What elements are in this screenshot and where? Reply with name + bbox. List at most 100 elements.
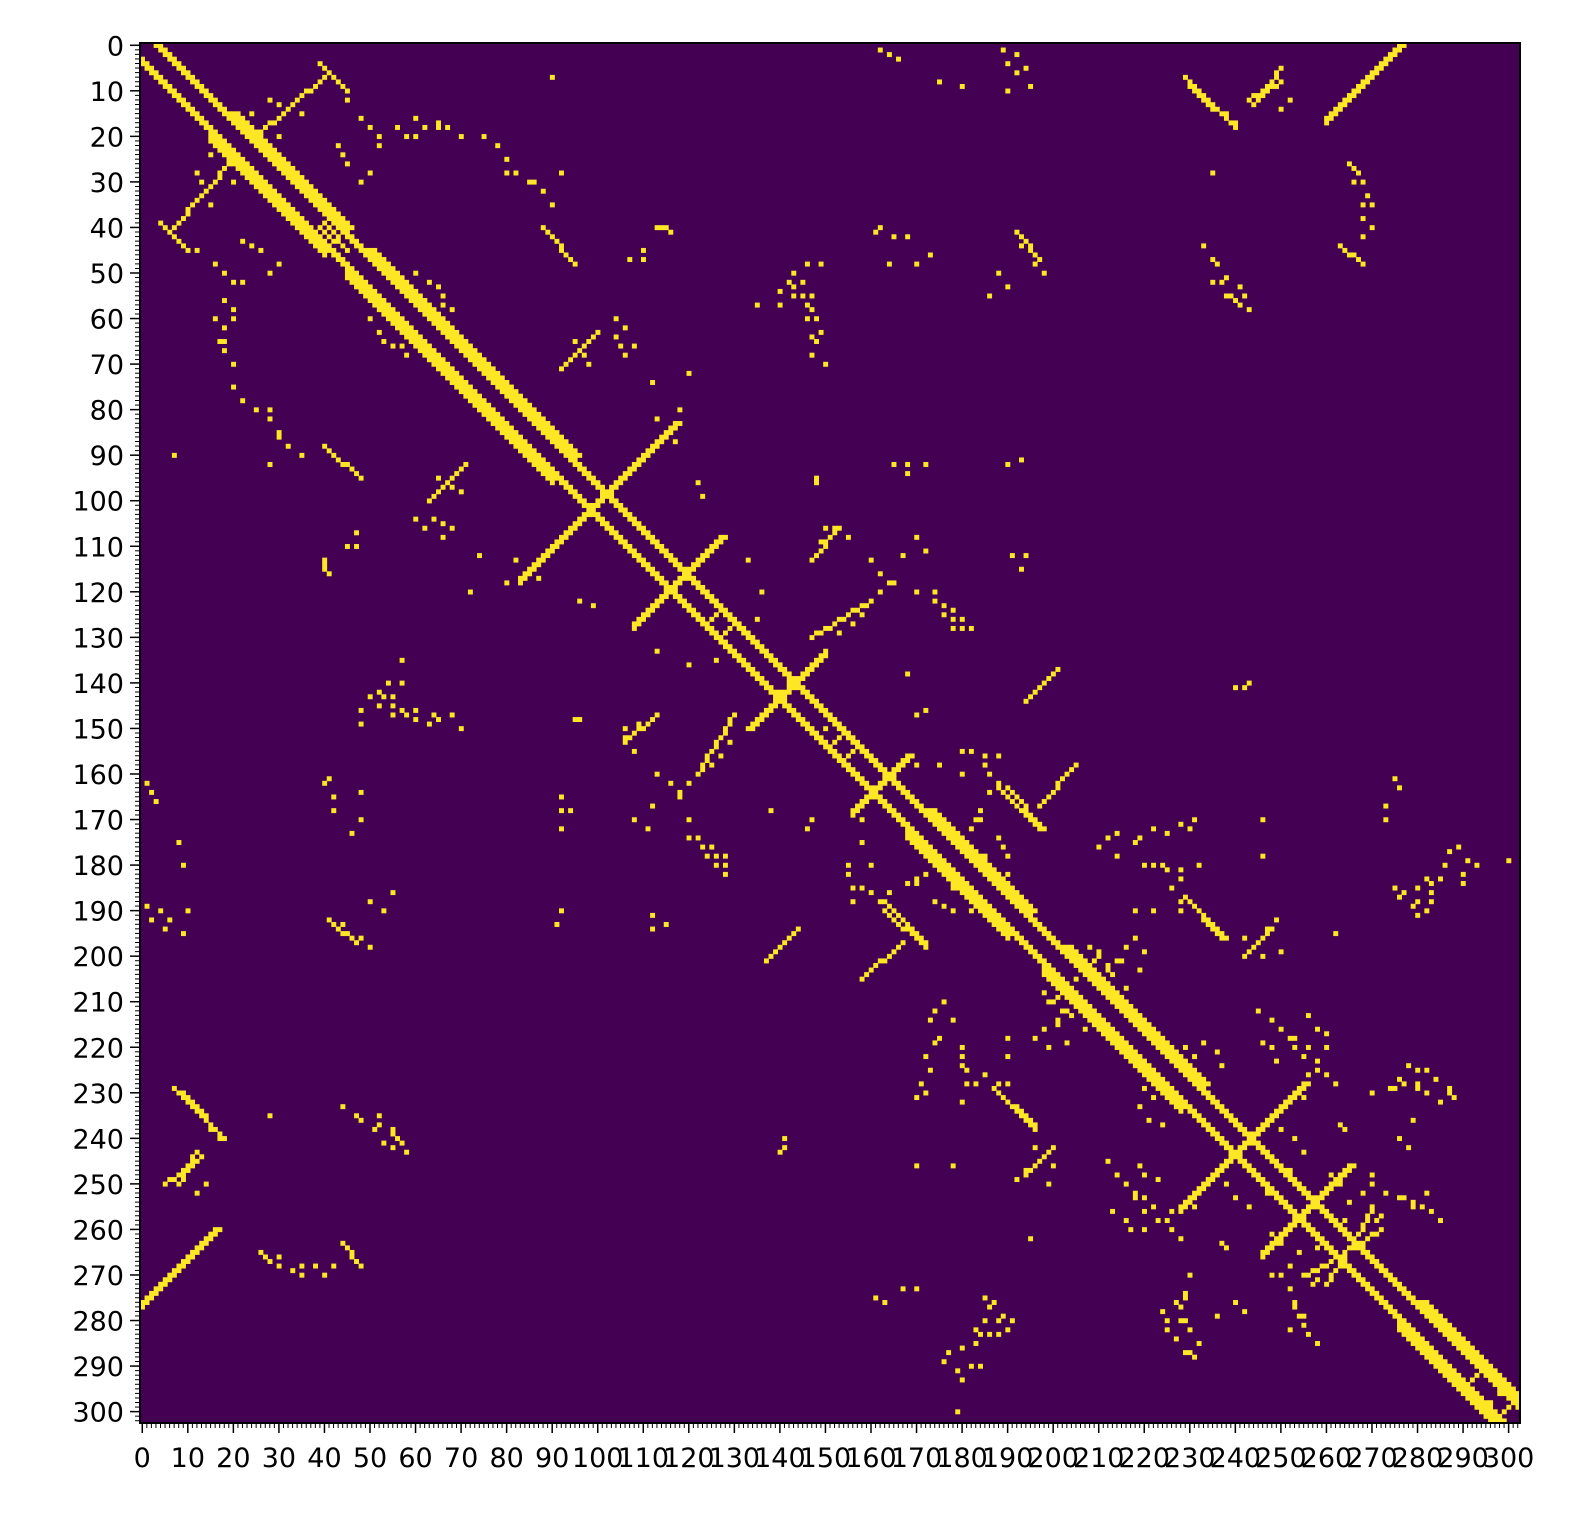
contact-cell (417, 302, 423, 308)
contact-cell (194, 170, 200, 176)
contact-cell (1283, 1231, 1289, 1237)
contact-cell (932, 862, 938, 868)
contact-cell (1424, 1090, 1430, 1096)
contact-cell (190, 79, 196, 85)
contact-cell (495, 425, 501, 431)
contact-cell (741, 630, 747, 636)
contact-cell (1028, 1167, 1034, 1173)
contact-cell (472, 389, 478, 395)
contact-cell (745, 666, 751, 672)
contact-cell (308, 238, 314, 244)
contact-cell (1278, 1126, 1284, 1132)
contact-cell (231, 147, 237, 153)
contact-cell (700, 762, 706, 768)
contact-cell (973, 890, 979, 896)
contact-cell (640, 452, 646, 458)
contact-cell (495, 375, 501, 381)
contact-cell (549, 234, 555, 240)
contact-cell (686, 835, 692, 841)
y-tick-label: 190 (72, 897, 124, 928)
contact-cell (294, 175, 300, 181)
contact-cell (445, 370, 451, 376)
contact-cell (1164, 1218, 1170, 1223)
contact-cell (285, 211, 291, 217)
contact-cell (1187, 1272, 1193, 1278)
contact-cell (1255, 93, 1261, 99)
contact-cell (1169, 885, 1175, 891)
contact-cell (1073, 976, 1079, 982)
contact-cell (413, 707, 419, 713)
contact-cell (1415, 1085, 1421, 1091)
contact-cell (622, 475, 628, 481)
contact-cell (472, 398, 478, 404)
contact-cell (376, 261, 382, 267)
contact-cell (267, 193, 273, 199)
contact-cell (1328, 1172, 1334, 1178)
contact-cell (317, 225, 323, 231)
contact-cell (1096, 1022, 1102, 1028)
contact-cell (1037, 953, 1043, 959)
contact-cell (495, 421, 501, 426)
contact-cell (882, 767, 888, 773)
contact-cell (946, 862, 952, 868)
contact-cell (955, 885, 961, 891)
x-axis: 0 10 20 30 40 50 60 70 80 90 100110120130140150160… (134, 1423, 1534, 1474)
contact-cell (1228, 1145, 1234, 1151)
contact-cell (267, 1259, 273, 1264)
contact-cell (253, 138, 259, 144)
contact-cell (1028, 812, 1034, 818)
contact-cell (1173, 1095, 1179, 1101)
contact-cell (395, 316, 400, 322)
contact-cell (258, 143, 264, 149)
contact-cell (645, 448, 651, 454)
contact-cell (1305, 1204, 1311, 1210)
contact-cell (1324, 1263, 1330, 1269)
contact-cell (718, 603, 724, 609)
contact-cell (358, 247, 364, 253)
contact-cell (590, 503, 596, 508)
contact-cell (636, 525, 642, 531)
contact-cell (1100, 1031, 1106, 1037)
contact-cell (850, 739, 856, 745)
contact-cell (1060, 944, 1065, 950)
contact-cell (390, 266, 396, 272)
contact-cell (959, 835, 965, 841)
contact-cell (1082, 1013, 1088, 1019)
contact-cell (950, 876, 956, 882)
contact-cell (190, 1158, 196, 1164)
contact-cell (1260, 817, 1266, 823)
contact-cell (814, 698, 820, 704)
contact-cell (367, 316, 373, 322)
contact-cell (927, 817, 933, 823)
contact-cell (1278, 949, 1284, 955)
contact-cell (1305, 1072, 1311, 1078)
contact-cell (1046, 935, 1052, 941)
contact-cell (1078, 963, 1084, 968)
contact-cell (1151, 1076, 1157, 1082)
contact-cell (1078, 967, 1084, 973)
contact-cell (1110, 972, 1116, 978)
contact-cell (932, 1040, 938, 1046)
contact-cell (613, 534, 619, 540)
contact-cell (1378, 1263, 1384, 1269)
contact-cell (1246, 1204, 1252, 1210)
contact-cell (1410, 1199, 1416, 1205)
contact-cell (358, 275, 364, 281)
x-tick-label: 250 (1255, 1443, 1307, 1474)
contact-cell (431, 712, 437, 718)
contact-cell (1356, 1231, 1361, 1237)
contact-cell (1346, 161, 1352, 167)
contact-cell (436, 717, 441, 723)
contact-cell (1110, 990, 1116, 996)
contact-cell (1356, 257, 1361, 263)
contact-cell (877, 799, 883, 804)
contact-cell (1205, 1095, 1211, 1101)
contact-cell (349, 935, 355, 941)
contact-cell (1032, 261, 1038, 267)
contact-cell (1342, 1218, 1348, 1223)
contact-cell (722, 607, 728, 613)
contact-cell (340, 261, 346, 267)
contact-cell (335, 225, 341, 231)
contact-cell (308, 234, 314, 240)
contact-cell (900, 762, 906, 768)
